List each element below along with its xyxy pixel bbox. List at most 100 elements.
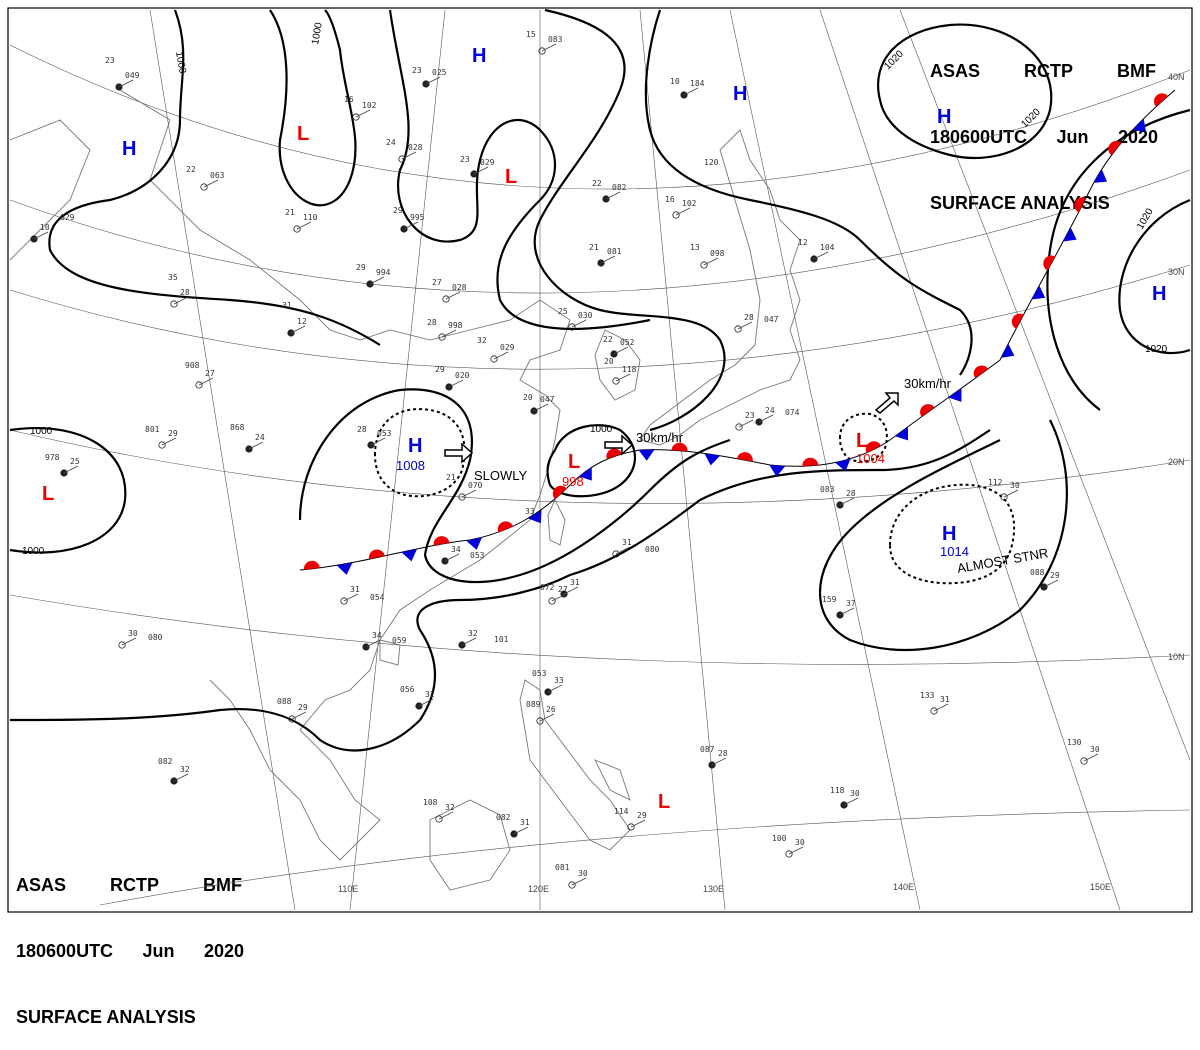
- wind-barb-icon: [615, 546, 631, 555]
- surface-analysis-map: H H H H H H 1008 H 1014 L L L L 998 L 10…: [7, 7, 1193, 913]
- front-symbols: [303, 93, 1168, 575]
- graticule-labels: 40N 30N 20N 10N 110E 120E 130E 140E 150E: [338, 72, 1185, 894]
- station-value: 28: [846, 489, 856, 498]
- station-value: 21: [446, 473, 456, 482]
- station-value: 108: [423, 798, 438, 807]
- wind-barb-icon: [605, 191, 621, 200]
- station-cloud-cover-icon: [672, 211, 680, 219]
- station-value: 28: [357, 425, 367, 434]
- station-value: 118: [830, 786, 845, 795]
- cold-front-triangle: [895, 426, 909, 441]
- station-value: 082: [612, 183, 627, 192]
- station-cloud-cover-icon: [627, 823, 635, 831]
- wind-barb-icon: [343, 593, 359, 602]
- isobar-south-china: [9, 429, 991, 752]
- isobar-north-low: [388, 9, 651, 331]
- warm-front-semicircle: [1074, 197, 1086, 213]
- wind-barb-icon: [291, 711, 307, 720]
- cold-front-triangle: [528, 509, 542, 524]
- station-value: 33: [554, 676, 564, 685]
- isobar-label-1020-b: 1020: [1019, 106, 1043, 130]
- wind-barb-icon: [461, 637, 477, 646]
- warm-front-semicircle: [433, 536, 450, 546]
- header-office: BMF: [1116, 61, 1156, 81]
- longitude-line-160e: [899, 9, 1191, 761]
- warm-front-semicircle: [671, 442, 688, 452]
- high-pressure-1014: 1014: [940, 544, 969, 559]
- motion-label-30kmhr-b: 30km/hr: [904, 376, 952, 391]
- isobar-sea-japan: [533, 8, 726, 432]
- header-agency-2: ASAS: [16, 875, 67, 895]
- wind-barb-icon: [461, 489, 477, 498]
- high-center-east: H: [1152, 283, 1166, 305]
- warm-front-semicircle: [920, 404, 935, 417]
- station-value: 33: [525, 507, 535, 516]
- station-value: 25: [558, 307, 568, 316]
- warm-front-semicircle: [973, 365, 989, 379]
- low-center-north: L: [297, 123, 309, 145]
- wind-barb-icon: [473, 166, 489, 175]
- cold-front-triangle: [638, 449, 655, 461]
- station-value: 030: [578, 311, 593, 320]
- station-value: 801: [145, 425, 160, 434]
- station-value: 025: [432, 68, 447, 77]
- wind-barb-icon: [683, 87, 699, 96]
- station-value: 30: [850, 789, 860, 798]
- station-value: 29: [168, 429, 178, 438]
- low-center-mongolia: L: [505, 166, 517, 188]
- cold-front-triangle: [1132, 118, 1146, 132]
- wind-barb-icon: [758, 414, 774, 423]
- station-value: 133: [920, 691, 935, 700]
- station-value: 029: [480, 158, 495, 167]
- lat-label-40n: 40N: [1168, 72, 1185, 82]
- station-value: 23: [745, 411, 755, 420]
- lon-label-130e: 130E: [703, 884, 724, 894]
- isobars: [9, 8, 1191, 752]
- station-value: 12: [798, 238, 808, 247]
- korea-coastline: [594, 329, 641, 401]
- wind-barb-icon: [441, 329, 457, 338]
- station-cloud-cover-icon: [200, 183, 208, 191]
- warm-front-semicircle: [606, 448, 622, 460]
- station-value: 23: [412, 66, 422, 75]
- station-cloud-cover-icon: [352, 113, 360, 121]
- wind-barb-icon: [533, 403, 549, 412]
- motion-arrow-998: [604, 434, 634, 456]
- high-center-north: H: [472, 45, 486, 67]
- isobar-mid-ridge: [644, 9, 973, 376]
- stationary-front: [299, 89, 1176, 571]
- station-value: 088: [277, 697, 292, 706]
- wind-barb-icon: [703, 257, 719, 266]
- warm-front-semicircle: [1108, 140, 1122, 156]
- wind-barb-icon: [813, 251, 829, 260]
- wind-barb-icon: [630, 819, 646, 828]
- station-value: 20: [604, 357, 614, 366]
- station-value: 110: [303, 213, 318, 222]
- cold-front-triangle: [401, 548, 418, 562]
- station-cloud-cover-icon: [438, 333, 446, 341]
- station-value: 32: [180, 765, 190, 774]
- asia-coastline: [9, 89, 571, 861]
- station-cloud-cover-icon: [568, 323, 576, 331]
- warm-front-semicircle: [1011, 313, 1024, 329]
- station-value: 13: [690, 243, 700, 252]
- cold-front-triangle: [1063, 227, 1077, 242]
- station-cloud-cover-icon: [1080, 757, 1088, 765]
- wind-barb-icon: [571, 319, 587, 328]
- motion-arrows: [444, 392, 899, 464]
- longitude-line-100e: [149, 9, 296, 911]
- station-cloud-cover-icon: [435, 815, 443, 823]
- station-value: 053: [377, 429, 392, 438]
- low-center-1004: L: [856, 430, 868, 452]
- pressure-centers: H H H H H H 1008 H 1014 L L L L 998 L 10…: [42, 45, 1166, 813]
- station-value: 23: [460, 155, 470, 164]
- isobar-label-1000-a: 1000: [30, 426, 53, 437]
- isobar-dashed-1004: [839, 412, 888, 463]
- latitude-line-35n: [9, 169, 1191, 294]
- wind-barb-icon: [33, 231, 49, 240]
- station-value: 31: [570, 578, 580, 587]
- station-cloud-cover-icon: [158, 441, 166, 449]
- station-value: 029: [500, 343, 515, 352]
- station-cloud-cover-icon: [195, 381, 203, 389]
